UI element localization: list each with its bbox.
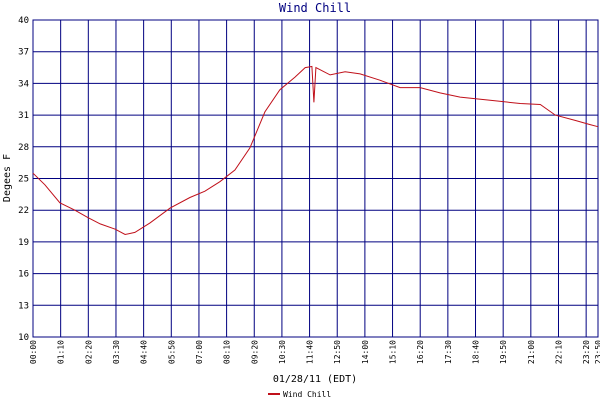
x-tick-label: 18:40	[472, 340, 481, 364]
x-axis-label: 01/28/11 (EDT)	[273, 374, 357, 385]
y-tick-label: 28	[18, 143, 29, 153]
y-tick-label: 19	[18, 238, 29, 248]
y-tick-label: 16	[18, 270, 29, 280]
legend-label: Wind Chill	[283, 390, 331, 399]
x-tick-label: 01:10	[57, 340, 66, 364]
y-tick-label: 10	[18, 333, 29, 343]
x-tick-label: 05:50	[167, 340, 176, 364]
x-tick-label: 16:20	[416, 340, 425, 364]
y-tick-label: 13	[18, 301, 29, 311]
x-tick-label: 10:30	[278, 340, 287, 364]
x-tick-label: 07:00	[195, 340, 204, 364]
x-tick-label: 14:00	[361, 340, 370, 364]
x-tick-label: 12:50	[333, 340, 342, 364]
y-tick-label: 22	[18, 206, 29, 216]
x-tick-label: 09:20	[250, 340, 259, 364]
x-tick-label: 04:40	[140, 340, 149, 364]
y-tick-label: 40	[18, 16, 29, 26]
x-tick-label: 11:40	[306, 340, 315, 364]
line-series	[32, 65, 599, 236]
x-tick-label: 19:50	[499, 340, 508, 364]
y-tick-label: 34	[18, 79, 29, 89]
y-tick-label: 37	[18, 48, 29, 58]
x-tick-label: 23:50	[594, 340, 600, 364]
x-tick-label: 21:00	[527, 340, 536, 364]
chart-title: Wind Chill	[279, 1, 351, 15]
x-tick-label: 15:10	[389, 340, 398, 364]
x-tick-label: 03:30	[112, 340, 121, 364]
x-tick-label: 02:20	[84, 340, 93, 364]
y-tick-label: 25	[18, 175, 29, 185]
y-axis-label: Degees F	[2, 154, 13, 202]
x-tick-label: 22:10	[554, 340, 563, 364]
x-tick-label: 23:20	[582, 340, 591, 364]
x-tick-label: 17:30	[444, 340, 453, 364]
x-tick-label: 08:10	[223, 340, 232, 364]
y-tick-label: 31	[18, 111, 29, 121]
x-tick-label: 00:00	[29, 340, 38, 364]
